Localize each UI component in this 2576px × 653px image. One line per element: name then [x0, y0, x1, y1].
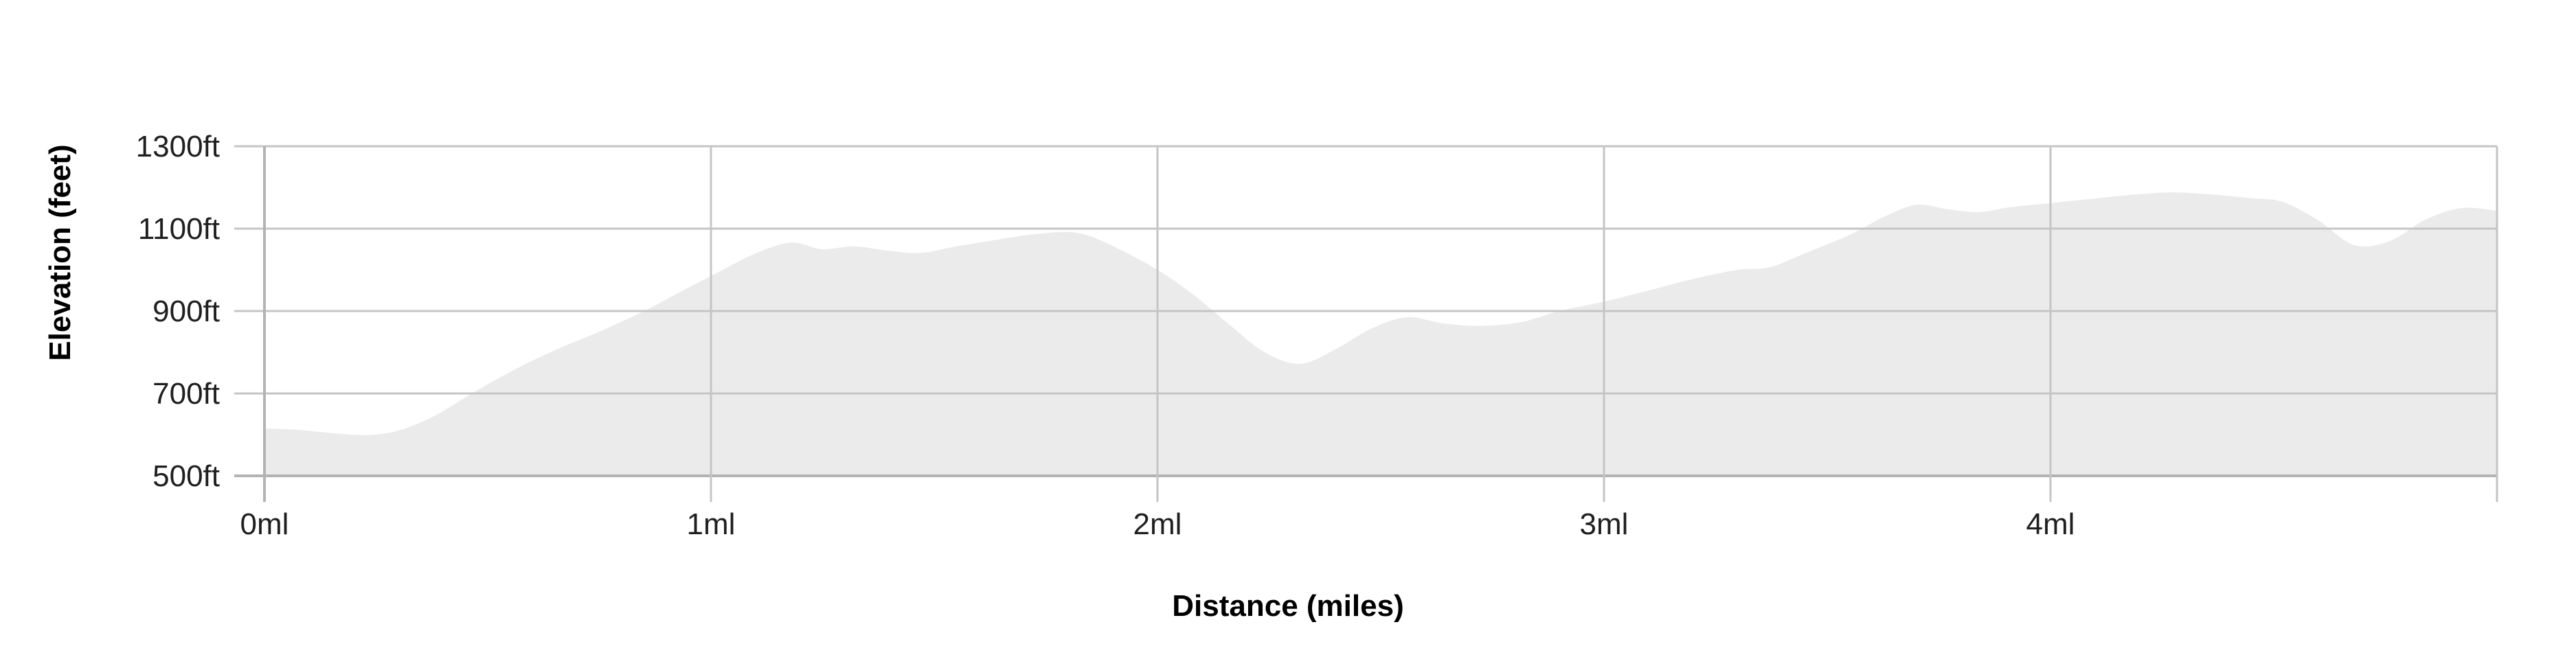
area-layer: [264, 192, 2497, 476]
y-tick-label-1300: 1300ft: [136, 130, 220, 163]
gridline-layer: [234, 145, 2498, 502]
x-tick-label-4: 4ml: [2026, 507, 2075, 541]
x-tick-label-3: 3ml: [1580, 507, 1629, 541]
x-tick-label-2: 2ml: [1133, 507, 1182, 541]
y-axis-title: Elevation (feet): [43, 144, 77, 361]
y-tick-label-900: 900ft: [152, 295, 220, 328]
y-tick-label-700: 700ft: [152, 377, 220, 411]
y-tick-label-1100: 1100ft: [138, 212, 220, 246]
elevation-area: [264, 192, 2497, 476]
x-axis-title: Distance (miles): [1172, 589, 1404, 623]
tick-label-layer: 500ft 700ft 900ft 1100ft 1300ft 0ml 1ml 2ml 3ml 4…: [136, 130, 2075, 541]
x-tick-label-0: 0ml: [240, 507, 289, 541]
x-tick-label-1: 1ml: [687, 507, 736, 541]
y-tick-label-500: 500ft: [152, 459, 220, 493]
